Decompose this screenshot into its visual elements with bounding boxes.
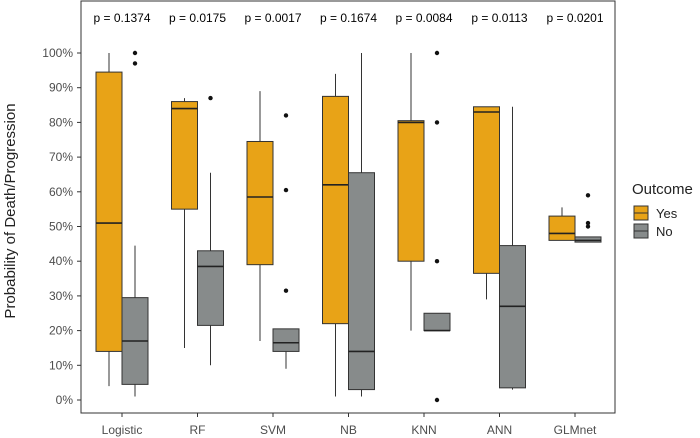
legend: Outcome Yes No: [632, 181, 693, 239]
outlier-point: [132, 50, 138, 56]
box-body: [548, 215, 576, 241]
box-no-rf: [197, 95, 224, 366]
y-tick-label: 10%: [49, 358, 73, 372]
outlier-point: [585, 224, 591, 229]
y-tick-label: 40%: [49, 254, 73, 268]
p-value-label: p = 0.0113: [471, 11, 527, 25]
y-tick-label: 80%: [49, 115, 73, 129]
y-axis: 0% 10% 20% 30% 40% 50% 60% 70% 80% 90% 100%: [42, 46, 81, 407]
outlier-point: [283, 288, 289, 293]
p-value-label: p = 0.0175: [169, 11, 226, 25]
box-no-svm: [272, 113, 300, 369]
legend-label-no: No: [656, 224, 673, 239]
y-tick-label: 20%: [49, 324, 73, 338]
x-axis: Logistic RF SVM NB KNN ANN GLMnet: [102, 413, 597, 437]
box-body: [197, 250, 224, 326]
y-axis-title: Probability of Death/Progression: [2, 103, 19, 318]
p-value-label: p = 0.0084: [395, 11, 452, 25]
box-body: [473, 106, 500, 274]
box-series: [95, 50, 602, 403]
box-body: [246, 140, 274, 266]
box-body: [574, 236, 602, 243]
y-tick-label: 50%: [49, 220, 73, 234]
outlier-point: [585, 193, 591, 198]
box-yes-svm: [246, 91, 274, 342]
x-tick-label: SVM: [260, 423, 286, 437]
legend-title: Outcome: [632, 181, 693, 198]
box-body: [171, 101, 198, 210]
outlier-point: [434, 397, 440, 403]
outlier-point: [585, 220, 591, 226]
box-body: [348, 172, 375, 391]
box-body: [499, 245, 526, 389]
box-yes-glmnet: [548, 207, 576, 241]
box-body: [272, 328, 300, 352]
y-tick-label: 90%: [49, 81, 73, 95]
box-no-nb: [348, 53, 375, 397]
outlier-point: [434, 120, 440, 125]
x-tick-label: NB: [340, 423, 357, 437]
y-tick-label: 0%: [56, 393, 74, 407]
box-body: [397, 120, 425, 262]
y-tick-label: 60%: [49, 185, 73, 199]
x-tick-label: GLMnet: [554, 423, 597, 437]
box-no-glmnet: [574, 193, 602, 243]
x-tick-label: ANN: [487, 423, 512, 437]
box-body: [423, 312, 451, 332]
y-tick-label: 30%: [49, 289, 73, 303]
box-body: [95, 71, 123, 352]
outlier-point: [208, 95, 213, 101]
y-tick-label: 100%: [42, 46, 73, 60]
p-value-label: p = 0.0201: [546, 11, 603, 25]
box-yes-logistic: [95, 53, 123, 387]
p-value-label: p = 0.1374: [93, 11, 150, 25]
outlier-point: [434, 50, 440, 56]
x-tick-label: RF: [190, 423, 206, 437]
p-value-label: p = 0.1674: [320, 11, 377, 25]
legend-label-yes: Yes: [656, 206, 678, 221]
box-no-knn: [423, 50, 451, 403]
y-tick-label: 70%: [49, 150, 73, 164]
outlier-point: [434, 259, 440, 264]
outlier-point: [283, 113, 289, 118]
box-yes-nb: [322, 73, 349, 397]
box-yes-rf: [171, 98, 198, 348]
p-value-label: p = 0.0017: [244, 11, 301, 25]
box-yes-knn: [397, 53, 425, 331]
outlier-point: [283, 187, 289, 193]
x-tick-label: Logistic: [102, 423, 143, 437]
box-no-ann: [499, 106, 526, 390]
outlier-point: [132, 61, 138, 66]
box-yes-ann: [473, 106, 500, 300]
box-no-logistic: [121, 50, 149, 397]
p-value-labels: p = 0.1374 p = 0.0175 p = 0.0017 p = 0.1674…: [93, 11, 603, 25]
box-body: [322, 95, 349, 325]
x-tick-label: KNN: [411, 423, 436, 437]
